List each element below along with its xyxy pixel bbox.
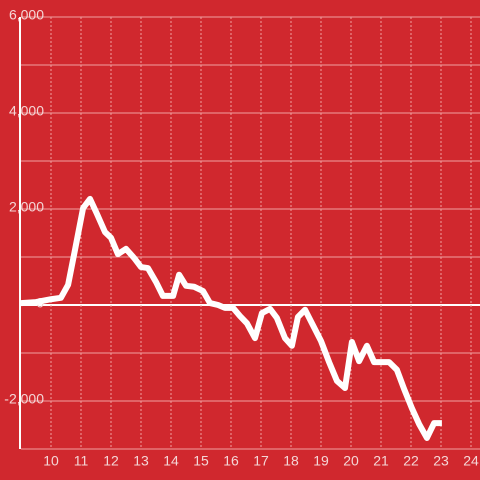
- x-tick-label: 20: [343, 453, 359, 469]
- x-tick-label: 15: [193, 453, 209, 469]
- y-tick-label: 2,000: [9, 199, 44, 215]
- x-tick-label: 19: [313, 453, 329, 469]
- data-line: [20, 195, 442, 441]
- x-tick-label: 23: [433, 453, 449, 469]
- x-tick-label: 13: [133, 453, 149, 469]
- x-tick-label: 16: [223, 453, 239, 469]
- y-tick-label: -2,000: [4, 391, 44, 407]
- x-tick-label: 17: [253, 453, 269, 469]
- x-tick-label: 22: [403, 453, 419, 469]
- x-tick-label: 12: [103, 453, 119, 469]
- x-tick-label: 10: [43, 453, 59, 469]
- x-tick-label: 18: [283, 453, 299, 469]
- y-tick-label: 6,000: [9, 7, 44, 23]
- x-tick-label: 14: [163, 453, 179, 469]
- x-tick-label: 24: [463, 453, 479, 469]
- x-tick-label: 11: [74, 453, 89, 469]
- x-tick-label: 21: [373, 453, 389, 469]
- y-tick-label: 4,000: [9, 103, 44, 119]
